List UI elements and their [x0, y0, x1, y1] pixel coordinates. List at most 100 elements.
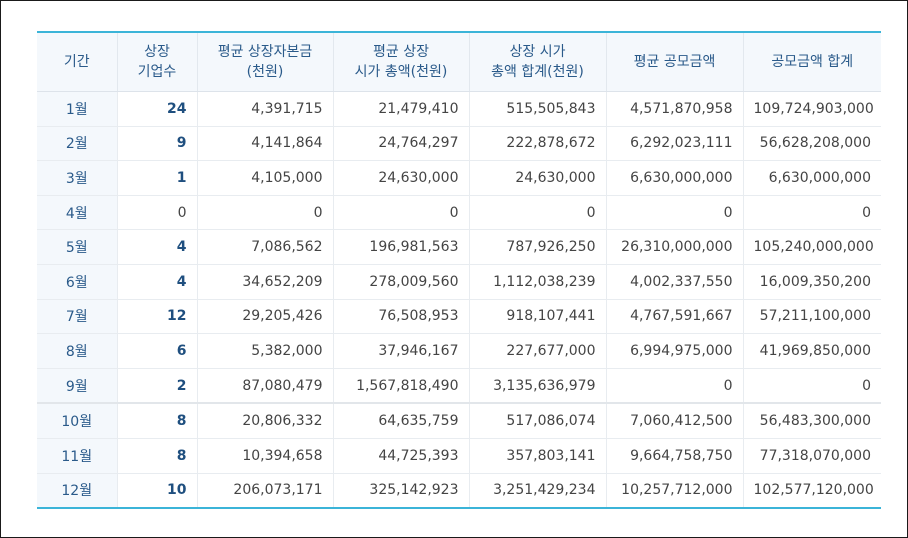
total-market-cap-cell: 517,086,074	[469, 402, 607, 439]
avg-capital-cell: 29,205,426	[197, 299, 334, 335]
avg-capital-cell: 206,073,171	[197, 473, 334, 508]
period-cell: 11월	[37, 438, 118, 474]
avg-market-cap-cell: 76,508,953	[333, 299, 470, 335]
avg-offering-cell: 10,257,712,000	[606, 473, 744, 508]
listed-count-cell: 8	[117, 402, 198, 439]
total-market-cap-cell: 515,505,843	[469, 91, 607, 127]
avg-capital-cell: 10,394,658	[197, 438, 334, 474]
table-row: 8월 6 5,382,000 37,946,167 227,677,000 6,994,9…	[37, 333, 881, 369]
avg-offering-cell: 6,994,975,000	[606, 333, 744, 369]
avg-market-cap-cell: 64,635,759	[333, 402, 470, 439]
avg-market-cap-cell: 1,567,818,490	[333, 368, 470, 404]
listed-count-cell: 24	[117, 91, 198, 127]
avg-capital-cell: 87,080,479	[197, 368, 334, 404]
listed-count-cell: 10	[117, 473, 198, 508]
table-row: 1월 24 4,391,715 21,479,410 515,505,843 4,571,…	[37, 91, 881, 127]
table-body: 1월 24 4,391,715 21,479,410 515,505,843 4,571,…	[37, 91, 881, 508]
avg-capital-cell: 4,141,864	[197, 126, 334, 162]
table-row: 10월 8 20,806,332 64,635,759 517,086,074 7,060…	[37, 402, 881, 439]
total-market-cap-cell: 0	[469, 195, 607, 231]
table-row: 2월 9 4,141,864 24,764,297 222,878,672 6,292,0…	[37, 126, 881, 162]
period-cell: 5월	[37, 229, 118, 265]
listed-count-cell: 1	[117, 160, 198, 196]
table-row: 6월 4 34,652,209 278,009,560 1,112,038,239 4,0…	[37, 264, 881, 300]
total-offering-cell: 105,240,000,000	[743, 229, 881, 265]
avg-offering-cell: 0	[606, 195, 744, 231]
avg-market-cap-cell: 0	[333, 195, 470, 231]
total-offering-cell: 102,577,120,000	[753, 482, 874, 499]
avg-capital-cell: 4,105,000	[197, 160, 334, 196]
table-row: 7월 12 29,205,426 76,508,953 918,107,441 4,767…	[37, 299, 881, 335]
ipo-stats-table-container: 기간 상장 기업수 평균 상장자본금 (천원) 평균 상장 시가 총액(천원) …	[37, 31, 881, 510]
listed-count-cell: 2	[117, 368, 198, 404]
avg-offering-cell: 7,060,412,500	[606, 402, 744, 439]
header-row: 기간 상장 기업수 평균 상장자본금 (천원) 평균 상장 시가 총액(천원) …	[37, 33, 881, 92]
period-cell: 12월	[37, 473, 118, 508]
total-market-cap-cell: 3,251,429,234	[469, 473, 607, 508]
total-market-cap-cell: 24,630,000	[469, 160, 607, 196]
total-offering-cell: 57,211,100,000	[743, 299, 881, 335]
total-market-cap-cell: 1,112,038,239	[469, 264, 607, 300]
avg-market-cap-cell: 24,630,000	[333, 160, 470, 196]
table-row: 3월 1 4,105,000 24,630,000 24,630,000 6,630,00…	[37, 160, 881, 196]
header-avg-offering: 평균 공모금액	[606, 33, 744, 92]
header-period: 기간	[37, 33, 118, 92]
avg-capital-cell: 7,086,562	[197, 229, 334, 265]
avg-market-cap-cell: 21,479,410	[333, 91, 470, 127]
total-offering-cell: 16,009,350,200	[743, 264, 881, 300]
header-avg-capital: 평균 상장자본금 (천원)	[197, 33, 334, 92]
total-offering-cell: 41,969,850,000	[743, 333, 881, 369]
avg-capital-cell: 4,391,715	[197, 91, 334, 127]
avg-offering-cell: 6,630,000,000	[606, 160, 744, 196]
listed-count-cell: 6	[117, 333, 198, 369]
period-cell: 4월	[37, 195, 118, 231]
avg-offering-cell: 6,292,023,111	[606, 126, 744, 162]
table-row: 11월 8 10,394,658 44,725,393 357,803,141 9,664…	[37, 438, 881, 474]
avg-market-cap-cell: 24,764,297	[333, 126, 470, 162]
listed-count-cell: 0	[117, 195, 198, 231]
avg-market-cap-cell: 37,946,167	[333, 333, 470, 369]
total-market-cap-cell: 357,803,141	[469, 438, 607, 474]
total-offering-cell: 77,318,070,000	[743, 438, 881, 474]
avg-offering-cell: 9,664,758,750	[606, 438, 744, 474]
total-offering-cell: 56,483,300,000	[743, 402, 881, 439]
period-cell: 6월	[37, 264, 118, 300]
avg-market-cap-cell: 44,725,393	[333, 438, 470, 474]
total-offering-cell: 56,628,208,000	[743, 126, 881, 162]
avg-market-cap-cell: 278,009,560	[333, 264, 470, 300]
period-cell: 7월	[37, 299, 118, 335]
table-row: 9월 2 87,080,479 1,567,818,490 3,135,636,979 0…	[37, 368, 881, 404]
total-market-cap-cell: 787,926,250	[469, 229, 607, 265]
header-listed-count: 상장 기업수	[117, 33, 198, 92]
avg-capital-cell: 34,652,209	[197, 264, 334, 300]
period-cell: 9월	[37, 368, 118, 404]
total-market-cap-cell: 222,878,672	[469, 126, 607, 162]
listed-count-cell: 9	[117, 126, 198, 162]
total-offering-cell: 0	[743, 195, 881, 231]
avg-offering-cell: 0	[606, 368, 744, 404]
avg-offering-cell: 26,310,000,000	[606, 229, 744, 265]
avg-capital-cell: 5,382,000	[197, 333, 334, 369]
table-row: 12월 10 206,073,171 325,142,923 3,251,429,234…	[37, 473, 881, 508]
total-offering-cell: 109,724,903,000	[743, 91, 881, 127]
period-cell: 2월	[37, 126, 118, 162]
avg-offering-cell: 4,571,870,958	[606, 91, 744, 127]
table-row: 5월 4 7,086,562 196,981,563 787,926,250 26,310…	[37, 229, 881, 265]
period-cell: 1월	[37, 91, 118, 127]
header-avg-market-cap: 평균 상장 시가 총액(천원)	[333, 33, 470, 92]
table-header: 기간 상장 기업수 평균 상장자본금 (천원) 평균 상장 시가 총액(천원) …	[37, 33, 881, 92]
listed-count-cell: 4	[117, 229, 198, 265]
header-total-offering: 공모금액 합계	[743, 33, 881, 92]
header-total-market-cap: 상장 시가 총액 합계(천원)	[469, 33, 607, 92]
avg-offering-cell: 4,002,337,550	[606, 264, 744, 300]
avg-capital-cell: 20,806,332	[197, 402, 334, 439]
listed-count-cell: 12	[117, 299, 198, 335]
total-market-cap-cell: 3,135,636,979	[469, 368, 607, 404]
listed-count-cell: 8	[117, 438, 198, 474]
avg-market-cap-cell: 325,142,923	[333, 473, 470, 508]
table-row: 4월 0 0 0 0 0 0	[37, 195, 881, 231]
total-market-cap-cell: 918,107,441	[469, 299, 607, 335]
period-cell: 8월	[37, 333, 118, 369]
avg-market-cap-cell: 196,981,563	[333, 229, 470, 265]
